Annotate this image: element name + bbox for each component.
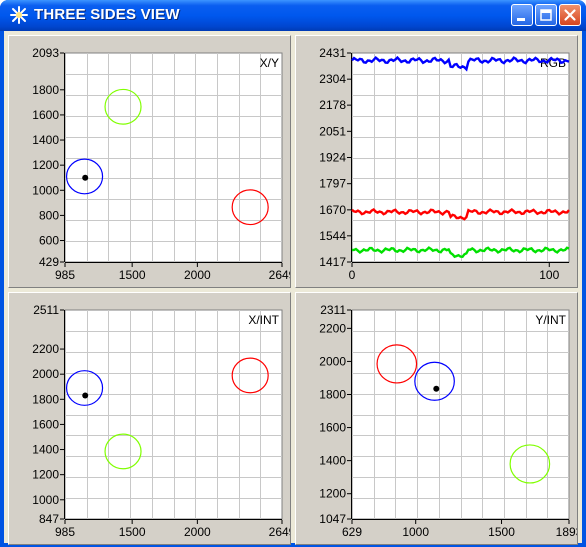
range-circle: [231, 357, 269, 394]
y-tick-label: 1400: [32, 443, 59, 457]
x-tick-label: 985: [55, 525, 75, 539]
y-tick-label: 2200: [319, 321, 346, 335]
plot-area: [351, 309, 570, 520]
y-tick-label: 1417: [319, 255, 346, 269]
grid-lines: [65, 310, 282, 519]
y-tick-label: 800: [39, 208, 59, 222]
y-tick-label: 429: [39, 255, 59, 269]
y-tick-label: 1600: [32, 108, 59, 122]
maximize-button[interactable]: [535, 4, 557, 26]
x-tick-label: 2000: [184, 525, 211, 539]
y-tick-label: 1200: [32, 468, 59, 482]
x-tick-label: 2649: [269, 525, 290, 539]
sparkle-icon: [10, 6, 28, 24]
y-tick-label: 2000: [32, 367, 59, 381]
range-circle: [104, 433, 142, 470]
range-circle: [104, 88, 142, 125]
y-tick-label: 2093: [32, 46, 59, 60]
close-button[interactable]: [559, 4, 581, 26]
y-tick-label: 847: [39, 512, 59, 526]
y-tick-label: 1600: [32, 417, 59, 431]
y-tick-label: 1047: [319, 512, 346, 526]
y-tick-label: 1000: [32, 183, 59, 197]
grid-lines: [65, 53, 282, 262]
y-tick-label: 1200: [319, 487, 346, 501]
chart-title: X/INT: [248, 313, 279, 327]
range-circle: [509, 444, 551, 484]
y-tick-label: 600: [39, 234, 59, 248]
y-tick-label: 1800: [32, 83, 59, 97]
y-tick-label: 2000: [319, 354, 346, 368]
x-tick-label: 1500: [119, 268, 146, 282]
y-tick-label: 1800: [32, 392, 59, 406]
x-tick-label: 1000: [402, 525, 429, 539]
chart-panel-xy: 2093 1800 1600 1400 1200 1000 800 600 429 985 1500…: [8, 35, 291, 288]
range-circle: [65, 370, 104, 406]
range-circle: [65, 158, 104, 195]
range-circle: [376, 344, 418, 384]
y-tick-label: 1000: [32, 493, 59, 507]
maximize-icon: [540, 9, 552, 21]
x-tick-label: 2000: [184, 268, 211, 282]
series-line: [351, 246, 570, 259]
chart-title: X/Y: [260, 56, 279, 70]
y-tick-label: 1800: [319, 387, 346, 401]
x-tick-label: 1893: [556, 525, 577, 539]
data-point: [82, 174, 89, 181]
range-circle: [414, 361, 455, 401]
y-tick-label: 1600: [319, 421, 346, 435]
client-area: 2093 1800 1600 1400 1200 1000 800 600 429 985 1500…: [4, 31, 582, 545]
chart-panel-rgb: 2431 2304 2178 2051 1924 1797 1670 1544 1417 0 100…: [295, 35, 578, 288]
y-tick-label: 1924: [319, 151, 346, 165]
x-tick-label: 0: [349, 268, 356, 282]
y-tick-label: 2311: [320, 303, 346, 317]
series-line: [351, 55, 570, 72]
x-tick-label: 2649: [269, 268, 290, 282]
y-tick-label: 1200: [32, 158, 59, 172]
x-tick-label: 100: [539, 268, 559, 282]
y-tick-label: 2200: [32, 342, 59, 356]
chart-panel-y-int: 2311 2200 2000 1800 1600 1400 1200 1047 629 1000 1…: [295, 292, 578, 545]
x-tick-label: 985: [55, 268, 75, 282]
grid-lines: [352, 53, 569, 262]
y-tick-label: 1544: [319, 229, 346, 243]
data-point: [433, 385, 440, 392]
y-tick-label: 2051: [319, 124, 346, 138]
chart-panel-x-int: 2511 2200 2000 1800 1600 1400 1200 1000 847 985 15…: [8, 292, 291, 545]
x-tick-label: 1500: [488, 525, 515, 539]
minimize-button[interactable]: [511, 4, 533, 26]
data-point: [82, 392, 89, 399]
x-tick-label: 629: [342, 525, 362, 539]
plot-area: [351, 52, 570, 263]
y-tick-label: 2178: [319, 98, 346, 112]
y-tick-label: 1400: [32, 133, 59, 147]
title-bar[interactable]: THREE SIDES VIEW: [0, 0, 586, 31]
y-tick-label: 1400: [319, 454, 346, 468]
plot-area: [64, 309, 283, 520]
minimize-icon: [517, 18, 525, 21]
y-tick-label: 2304: [319, 72, 346, 86]
y-tick-label: 2511: [33, 303, 59, 317]
y-tick-label: 1670: [319, 203, 346, 217]
window-title: THREE SIDES VIEW: [34, 6, 180, 23]
y-tick-label: 2431: [319, 46, 346, 60]
chart-title: Y/INT: [535, 313, 566, 327]
x-tick-label: 1500: [119, 525, 146, 539]
close-icon: [564, 9, 576, 21]
y-tick-label: 1797: [319, 177, 346, 191]
series-line: [351, 207, 570, 221]
plot-area: [64, 52, 283, 263]
range-circle: [231, 189, 269, 226]
